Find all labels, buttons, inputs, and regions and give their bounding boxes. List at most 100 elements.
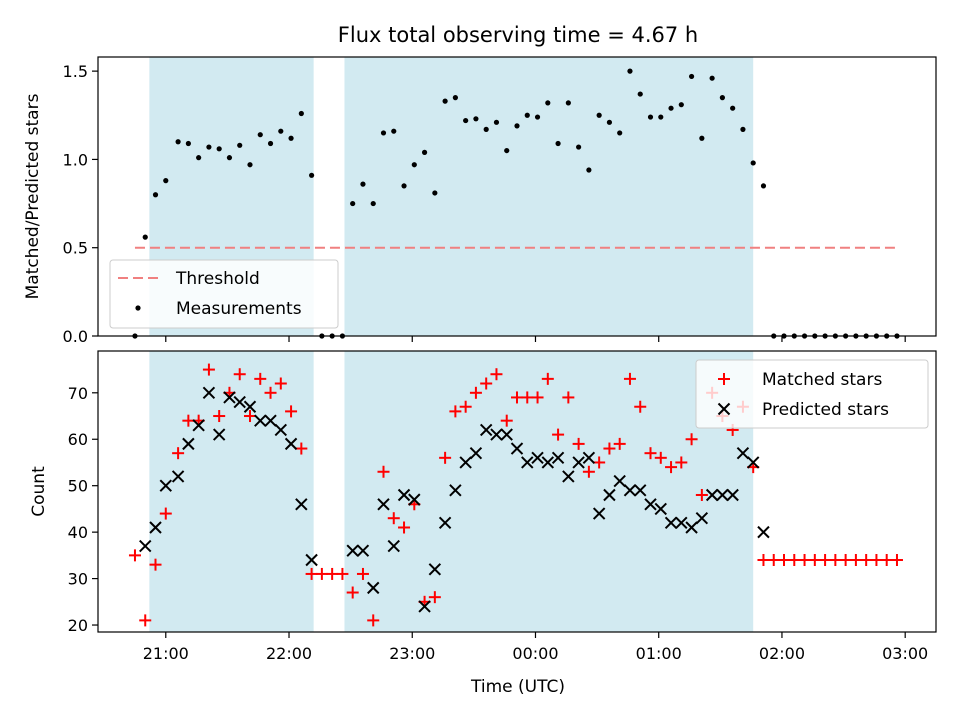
measurement-point: [401, 183, 407, 189]
measurement-point: [196, 155, 202, 161]
measurement-point: [247, 162, 253, 168]
measurement-point: [452, 95, 458, 101]
matched-stars-point: [819, 554, 832, 567]
legend-measurement-label: Measurements: [176, 299, 302, 319]
measurement-point: [709, 75, 715, 81]
predicted-stars-point: [726, 488, 739, 502]
y-tick-label: 0.0: [63, 327, 88, 346]
matched-stars-point: [788, 554, 801, 567]
predicted-stars-point: [634, 484, 647, 497]
matched-stars-point: [202, 363, 215, 376]
predicted-stars-point: [367, 581, 380, 595]
predicted-stars-point: [449, 484, 462, 497]
matched-stars-point: [356, 567, 369, 580]
predicted-stars-point: [254, 414, 267, 427]
predicted-stars-point: [541, 456, 555, 469]
legend-measurement-swatch: [135, 305, 141, 311]
matched-stars-point: [367, 614, 380, 627]
predicted-stars-point: [644, 498, 657, 511]
predicted-stars-point: [459, 456, 472, 469]
measurement-point: [391, 128, 397, 134]
measurement-point: [647, 114, 654, 120]
matched-stars-point: [767, 554, 780, 567]
ratio-panel: 0.0 0.5 1.0 1.5 Matched/Predicted stars Thres…: [23, 56, 937, 346]
matched-stars-point: [582, 465, 595, 478]
observing-span: [344, 351, 754, 632]
matched-stars-point: [469, 386, 482, 399]
predicted-stars-point: [192, 419, 205, 432]
matched-stars-point: [808, 554, 821, 567]
matched-stars-point: [829, 554, 842, 567]
matched-stars-point: [757, 554, 770, 567]
measurement-point: [370, 200, 376, 207]
measurement-point: [411, 162, 417, 168]
measurement-point: [606, 119, 613, 125]
predicted-stars-point: [490, 428, 503, 441]
measurement-point: [493, 119, 500, 125]
measurement-point: [463, 117, 469, 124]
chart-title: Flux total observing time = 4.67 h: [338, 23, 698, 47]
measurement-point: [473, 116, 479, 122]
matched-stars-point: [644, 447, 657, 460]
measurement-point: [380, 130, 387, 136]
measurement-point: [288, 135, 294, 141]
predicted-stars-point: [716, 488, 729, 502]
measurement-point: [257, 132, 263, 138]
matched-stars-point: [511, 391, 523, 404]
predicted-stars-point: [551, 451, 565, 465]
matched-stars-point: [839, 554, 852, 567]
axes-frame: [97, 56, 937, 337]
predicted-stars-point: [377, 498, 390, 511]
measurement-point: [545, 100, 551, 106]
measurement-point: [504, 147, 510, 154]
measurement-point: [750, 160, 756, 166]
measurement-point: [278, 128, 284, 134]
measurement-point: [483, 126, 489, 132]
predicted-stars-point: [233, 395, 246, 409]
matched-stars-point: [387, 512, 400, 525]
predicted-stars-point: [171, 470, 185, 483]
predicted-stars-point: [264, 414, 277, 427]
y-tick-label: 60: [68, 430, 88, 449]
measurement-point: [617, 130, 623, 136]
matched-stars-point: [139, 614, 152, 627]
matched-stars-point: [870, 554, 883, 567]
measurement-point: [627, 68, 633, 74]
matched-stars-point: [254, 372, 267, 385]
predicted-stars-point: [223, 391, 236, 404]
predicted-stars-point: [397, 488, 411, 502]
measurement-point: [442, 98, 448, 104]
predicted-stars-point: [212, 428, 226, 441]
matched-stars-point: [849, 554, 862, 567]
measurement-point: [678, 102, 684, 108]
y-tick-label: 0.5: [63, 239, 88, 258]
matched-stars-point: [613, 437, 626, 450]
measurement-point: [216, 146, 222, 152]
matched-stars-point: [675, 456, 688, 469]
legend: Threshold Measurements: [109, 259, 339, 329]
predicted-stars-point: [572, 456, 585, 469]
measurement-point: [699, 135, 705, 141]
matched-stars-point: [654, 451, 667, 464]
predicted-stars-point: [685, 521, 698, 534]
matched-stars-point: [172, 447, 185, 460]
predicted-stars-point: [603, 488, 616, 502]
measurement-point: [565, 100, 571, 106]
measurement-point: [688, 73, 695, 80]
axes-frame: [97, 350, 937, 633]
matched-stars-point: [336, 567, 349, 580]
x-tick-label: 01:00: [636, 644, 682, 663]
matched-stars-point: [860, 554, 873, 567]
y-tick-label: 30: [68, 570, 88, 589]
matched-stars-point: [890, 554, 903, 567]
predicted-stars-point: [695, 511, 709, 525]
measurement-point: [596, 112, 602, 118]
matched-stars-point: [603, 442, 616, 455]
matched-stars-point: [572, 437, 585, 450]
measurement-point: [668, 105, 674, 111]
predicted-stars-point: [613, 474, 626, 488]
y-tick-label: 50: [68, 477, 88, 496]
matched-stars-point: [541, 372, 554, 385]
legend-threshold-label: Threshold: [175, 269, 260, 289]
matched-stars-point: [295, 442, 308, 455]
